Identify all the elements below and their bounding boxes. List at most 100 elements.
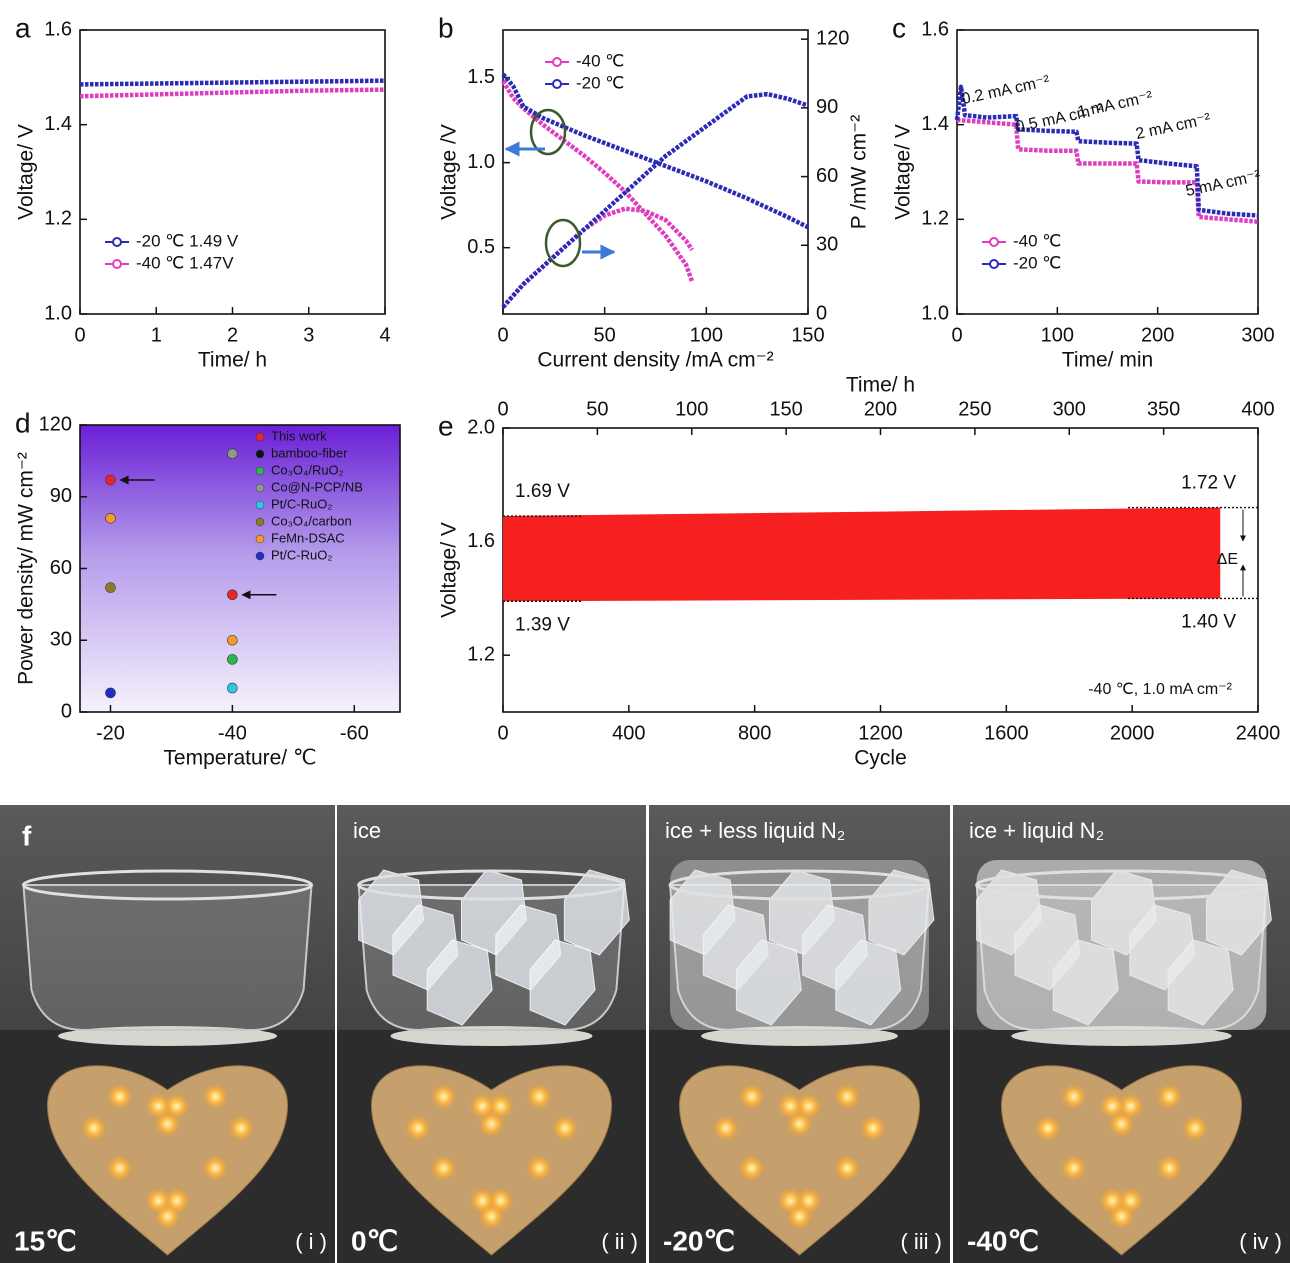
legend-swatch bbox=[112, 237, 122, 247]
legend-label: -40 ℃ bbox=[576, 51, 624, 70]
x2-tick-label: 200 bbox=[864, 398, 897, 420]
y-axis-label: Voltage/ V bbox=[892, 124, 915, 220]
light bbox=[1034, 1115, 1061, 1142]
x-tick-label: 1600 bbox=[984, 722, 1029, 744]
temperature-label: 15℃ bbox=[14, 1225, 77, 1256]
x2-tick-label: 350 bbox=[1147, 398, 1180, 420]
y-tick-label: 1.2 bbox=[44, 208, 72, 230]
heart bbox=[1000, 1065, 1243, 1256]
x2-tick-label: 250 bbox=[958, 398, 991, 420]
legend-swatch bbox=[552, 57, 562, 67]
value-label: 1.69 V bbox=[515, 481, 570, 502]
light bbox=[1156, 1155, 1183, 1182]
y2-axis-label: P /mW cm⁻² bbox=[848, 115, 871, 230]
x2-tick-label: 300 bbox=[1053, 398, 1086, 420]
highlight-ellipse bbox=[529, 108, 567, 156]
legend-swatch bbox=[989, 259, 999, 269]
y-tick-label: 1.2 bbox=[467, 643, 495, 665]
x2-tick-label: 150 bbox=[769, 398, 802, 420]
y2-tick-label: 90 bbox=[816, 96, 838, 118]
data-point bbox=[227, 634, 238, 646]
panel-letter: d bbox=[15, 407, 31, 438]
light bbox=[1156, 1083, 1183, 1110]
legend-swatch bbox=[552, 79, 562, 89]
legend-label: -40 ℃ 1.47V bbox=[136, 253, 234, 272]
legend-swatch bbox=[255, 534, 265, 544]
legend-label: FeMn-DSAC bbox=[271, 530, 345, 545]
light bbox=[777, 1187, 804, 1214]
x2-tick-label: 50 bbox=[586, 398, 608, 420]
y-tick-label: 2.0 bbox=[467, 416, 495, 438]
y-tick-label: 1.5 bbox=[467, 66, 495, 88]
fog bbox=[670, 860, 929, 1030]
data-point bbox=[227, 654, 238, 665]
photo: ice + less liquid N₂ -20℃ ( iii ) bbox=[649, 805, 950, 1263]
y-tick-label: 0.5 bbox=[467, 236, 495, 258]
y-axis-label: Voltage/ V bbox=[15, 124, 38, 220]
light bbox=[469, 1093, 496, 1120]
y-axis-label: Voltage/ V bbox=[438, 522, 461, 618]
panel-letter: b bbox=[438, 12, 454, 43]
x-axis-label: Cycle bbox=[854, 747, 907, 770]
legend-swatch bbox=[255, 517, 265, 527]
y2-tick-label: 0 bbox=[816, 302, 827, 324]
y-tick-label: 90 bbox=[50, 485, 72, 507]
light bbox=[1060, 1083, 1087, 1110]
photo: ice 0℃ ( ii ) bbox=[337, 805, 646, 1263]
light bbox=[430, 1083, 457, 1110]
x-tick-label: 800 bbox=[738, 722, 771, 744]
light bbox=[795, 1093, 822, 1120]
x-axis-label: Temperature/ ℃ bbox=[163, 747, 316, 770]
light bbox=[1117, 1093, 1144, 1120]
bowl-rim bbox=[975, 869, 1268, 901]
panel-letter: c bbox=[892, 12, 906, 43]
x-tick-label: 0 bbox=[951, 324, 962, 346]
x-tick-label: 50 bbox=[594, 324, 616, 346]
data-line bbox=[954, 84, 1259, 218]
annotation: 5 mA cm⁻² bbox=[1184, 167, 1263, 200]
y-tick-label: 1.4 bbox=[921, 113, 949, 135]
bowl-rim bbox=[668, 869, 931, 901]
x2-axis-label: Time/ h bbox=[846, 374, 915, 397]
data-line bbox=[79, 78, 386, 87]
legend-swatch bbox=[255, 432, 265, 442]
data-point bbox=[227, 589, 238, 601]
light bbox=[834, 1083, 861, 1110]
data-line bbox=[956, 117, 1259, 224]
legend-swatch bbox=[989, 237, 999, 247]
y-tick-label: 1.0 bbox=[467, 151, 495, 173]
ice bbox=[735, 939, 802, 1026]
light bbox=[106, 1083, 133, 1110]
y-tick-label: 1.2 bbox=[921, 208, 949, 230]
legend-swatch bbox=[255, 551, 265, 561]
heart bbox=[678, 1065, 921, 1256]
glass-bowl bbox=[22, 884, 313, 1031]
y-tick-label: 1.0 bbox=[44, 302, 72, 324]
light bbox=[404, 1115, 431, 1142]
x-tick-label: 0 bbox=[74, 324, 85, 346]
photo-caption: ice + less liquid N₂ bbox=[665, 818, 845, 843]
y-tick-label: 60 bbox=[50, 557, 72, 579]
legend-label: -20 ℃ bbox=[1013, 253, 1061, 272]
light bbox=[487, 1093, 514, 1120]
light bbox=[80, 1115, 107, 1142]
photo: 15℃ ( i ) bbox=[0, 805, 335, 1263]
data-line bbox=[501, 72, 810, 230]
ice bbox=[529, 939, 596, 1026]
legend-swatch bbox=[112, 259, 122, 269]
x-tick-label: 2400 bbox=[1236, 722, 1281, 744]
heart bbox=[370, 1065, 613, 1256]
plot-frame bbox=[502, 29, 809, 315]
bowl-rim bbox=[21, 869, 314, 901]
y2-tick-label: 30 bbox=[816, 234, 838, 256]
light bbox=[430, 1155, 457, 1182]
light bbox=[469, 1187, 496, 1214]
light bbox=[526, 1155, 553, 1182]
x-tick-label: 0 bbox=[497, 722, 508, 744]
data-line bbox=[79, 87, 386, 99]
data-point bbox=[227, 448, 238, 460]
x-tick-label: -40 bbox=[218, 722, 247, 744]
legend-label: Co@N-PCP/NB bbox=[271, 479, 363, 494]
legend-label: Pt/C-RuO₂ bbox=[271, 496, 332, 511]
voltage-band bbox=[503, 507, 1221, 602]
